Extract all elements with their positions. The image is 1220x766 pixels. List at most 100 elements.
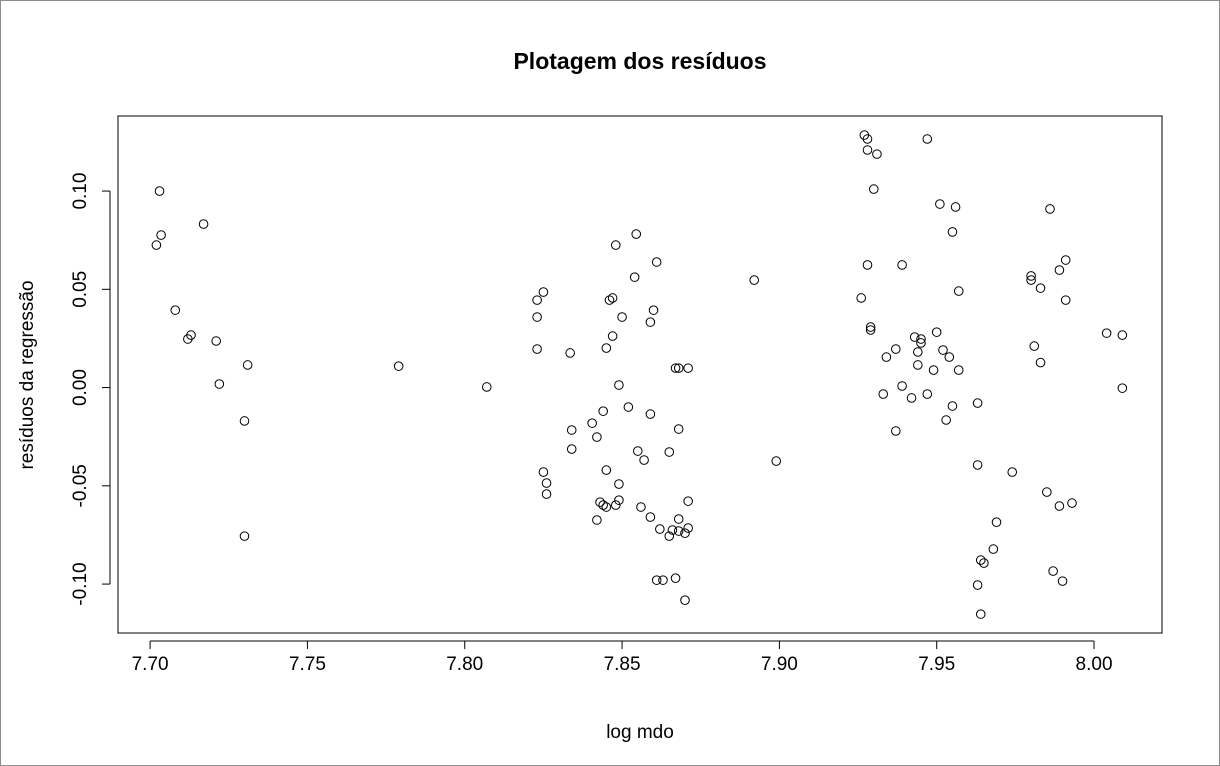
point bbox=[598, 500, 608, 510]
point bbox=[601, 343, 612, 353]
point bbox=[645, 409, 656, 419]
point bbox=[941, 415, 951, 425]
point bbox=[673, 514, 684, 524]
point bbox=[881, 352, 892, 362]
point bbox=[667, 525, 678, 535]
point bbox=[1007, 467, 1018, 477]
point bbox=[617, 312, 627, 322]
point bbox=[953, 365, 964, 375]
point bbox=[670, 573, 681, 583]
point bbox=[595, 497, 605, 507]
point bbox=[935, 199, 945, 209]
point bbox=[645, 512, 656, 522]
point bbox=[771, 456, 782, 466]
point bbox=[532, 312, 542, 322]
point bbox=[972, 398, 983, 408]
point bbox=[865, 325, 876, 335]
point bbox=[1057, 576, 1068, 586]
point bbox=[1035, 283, 1046, 293]
point bbox=[673, 363, 684, 373]
point bbox=[592, 432, 602, 442]
chart-title: Plotagem dos resíduos bbox=[513, 48, 766, 74]
point bbox=[607, 293, 618, 303]
point bbox=[1067, 498, 1077, 508]
point bbox=[1101, 328, 1112, 338]
point bbox=[151, 240, 162, 250]
point bbox=[922, 134, 933, 144]
point bbox=[631, 229, 642, 239]
y-tick-label: 0.10 bbox=[70, 173, 91, 210]
point bbox=[198, 219, 209, 229]
point bbox=[972, 580, 983, 590]
x-tick-label: 8.00 bbox=[1076, 654, 1113, 675]
point bbox=[481, 382, 492, 392]
point bbox=[614, 495, 624, 505]
point bbox=[658, 575, 668, 585]
point bbox=[868, 184, 879, 194]
y-tick-label: 0.05 bbox=[70, 271, 91, 308]
point bbox=[636, 502, 646, 512]
point bbox=[1054, 501, 1065, 511]
point bbox=[975, 555, 986, 565]
x-axis-label: log mdo bbox=[606, 722, 674, 743]
point bbox=[1035, 357, 1046, 368]
point bbox=[664, 447, 675, 457]
point bbox=[566, 425, 577, 435]
point bbox=[673, 526, 684, 536]
point bbox=[683, 363, 693, 373]
point bbox=[239, 531, 250, 541]
point bbox=[947, 401, 958, 411]
point bbox=[862, 260, 873, 270]
point bbox=[909, 332, 920, 342]
point bbox=[629, 272, 640, 282]
point bbox=[1042, 487, 1052, 497]
point bbox=[154, 186, 165, 196]
plot-box bbox=[117, 115, 1163, 634]
point bbox=[1060, 295, 1071, 305]
point bbox=[897, 381, 907, 391]
point bbox=[916, 334, 926, 344]
point bbox=[242, 360, 253, 370]
point bbox=[897, 260, 907, 270]
x-tick-label: 7.75 bbox=[289, 654, 326, 675]
point bbox=[906, 393, 917, 403]
y-tick-label: -0.10 bbox=[70, 562, 91, 605]
point bbox=[944, 352, 955, 362]
x-tick-label: 7.80 bbox=[446, 654, 483, 675]
point bbox=[592, 515, 602, 525]
point bbox=[623, 402, 634, 412]
point bbox=[604, 295, 615, 305]
point bbox=[1026, 271, 1036, 281]
point bbox=[1060, 255, 1071, 265]
point bbox=[938, 345, 948, 355]
point bbox=[931, 327, 942, 337]
x-tick-label: 7.95 bbox=[918, 654, 955, 675]
point bbox=[639, 455, 649, 465]
point bbox=[1054, 265, 1065, 275]
point bbox=[532, 295, 542, 305]
point bbox=[541, 489, 552, 499]
point bbox=[913, 347, 923, 357]
point bbox=[1045, 204, 1055, 214]
point bbox=[916, 338, 926, 348]
point bbox=[891, 426, 901, 436]
point bbox=[393, 361, 404, 371]
point bbox=[587, 418, 597, 428]
point bbox=[683, 496, 693, 506]
point bbox=[598, 406, 608, 416]
point bbox=[538, 467, 549, 477]
point bbox=[1029, 341, 1040, 351]
y-axis-label: resíduos da regressão bbox=[17, 280, 38, 469]
point bbox=[156, 230, 166, 240]
point bbox=[872, 149, 882, 159]
point bbox=[648, 305, 659, 315]
y-tick-label: -0.05 bbox=[70, 464, 91, 507]
point bbox=[532, 344, 542, 354]
point bbox=[566, 444, 577, 454]
point bbox=[601, 465, 612, 475]
point bbox=[950, 202, 961, 212]
point bbox=[614, 380, 624, 390]
point bbox=[610, 240, 621, 250]
